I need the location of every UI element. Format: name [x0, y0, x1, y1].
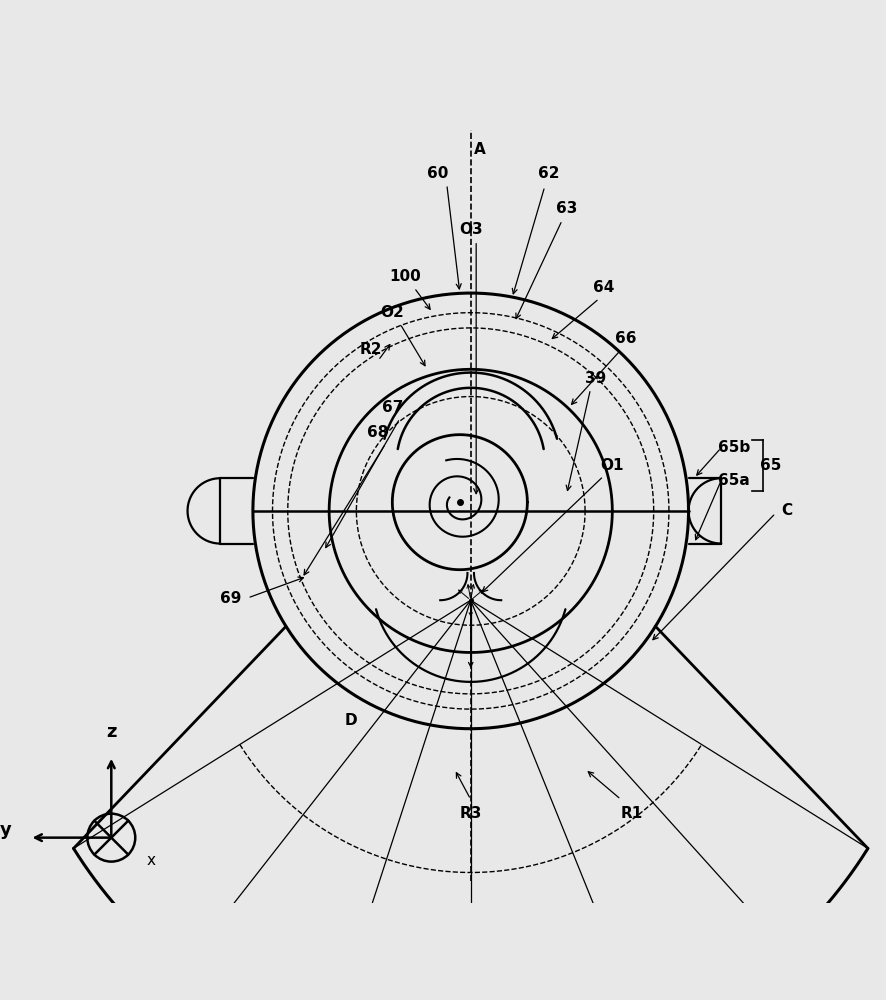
Text: y: y	[0, 821, 12, 839]
Text: C: C	[781, 503, 792, 518]
Text: z: z	[106, 723, 117, 741]
Text: 69: 69	[221, 591, 242, 606]
Text: 64: 64	[593, 280, 614, 295]
Text: x: x	[146, 853, 155, 868]
Text: 65: 65	[759, 458, 781, 473]
Text: O2: O2	[380, 305, 404, 320]
Text: D: D	[345, 713, 357, 728]
Text: O3: O3	[459, 222, 483, 237]
Text: R2: R2	[359, 342, 382, 357]
Text: 60: 60	[427, 166, 448, 181]
Text: R1: R1	[621, 806, 643, 821]
Text: R3: R3	[460, 806, 482, 821]
Text: 65b: 65b	[719, 440, 750, 455]
Text: 39: 39	[586, 371, 607, 386]
Text: 67: 67	[382, 400, 403, 415]
Text: 100: 100	[390, 269, 421, 284]
Text: 66: 66	[615, 331, 636, 346]
Text: 62: 62	[539, 166, 560, 181]
Text: A: A	[473, 142, 486, 157]
Text: 63: 63	[556, 201, 578, 216]
Text: 68: 68	[368, 425, 389, 440]
Text: O1: O1	[601, 458, 624, 473]
Text: 65a: 65a	[719, 473, 750, 488]
